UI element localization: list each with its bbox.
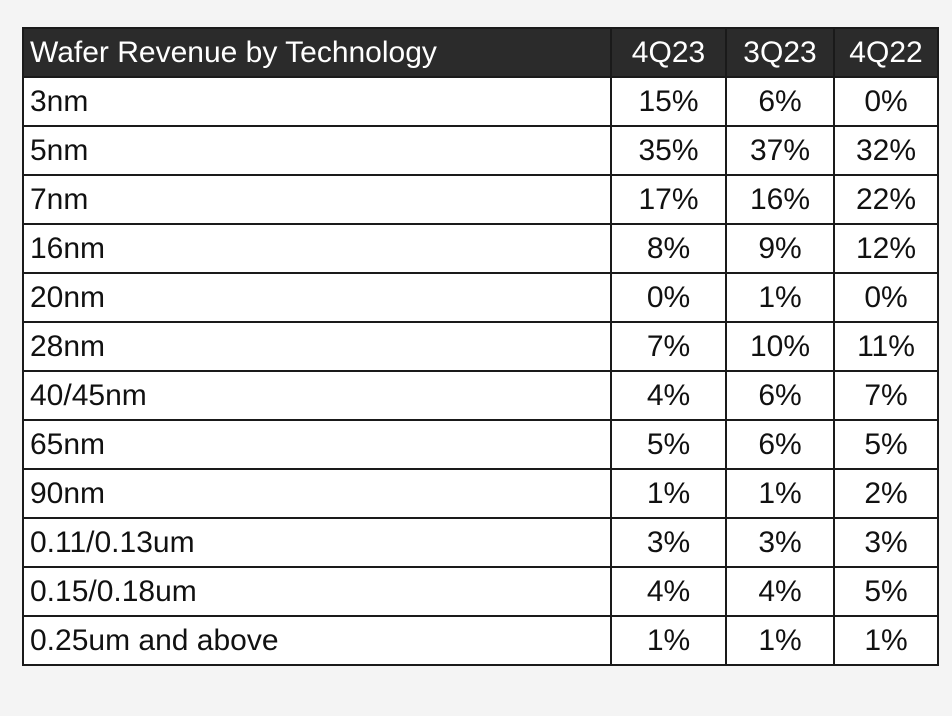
table-row: 20nm 0% 1% 0% [22,272,939,323]
table-row: 65nm 5% 6% 5% [22,419,939,470]
row-label: 7nm [22,174,612,225]
table-row: 16nm 8% 9% 12% [22,223,939,274]
column-header-3q23: 3Q23 [725,27,835,78]
table-row: 0.25um and above 1% 1% 1% [22,615,939,666]
row-label: 5nm [22,125,612,176]
table-row: 0.15/0.18um 4% 4% 5% [22,566,939,617]
table-title: Wafer Revenue by Technology [22,27,612,78]
cell-value: 12% [833,223,939,274]
table-row: 0.11/0.13um 3% 3% 3% [22,517,939,568]
cell-value: 6% [725,76,835,127]
cell-value: 8% [610,223,727,274]
cell-value: 0% [833,272,939,323]
cell-value: 3% [833,517,939,568]
cell-value: 16% [725,174,835,225]
cell-value: 37% [725,125,835,176]
table-row: 5nm 35% 37% 32% [22,125,939,176]
cell-value: 7% [610,321,727,372]
cell-value: 11% [833,321,939,372]
row-label: 0.11/0.13um [22,517,612,568]
table-header-row: Wafer Revenue by Technology 4Q23 3Q23 4Q… [22,27,939,78]
row-label: 0.25um and above [22,615,612,666]
cell-value: 6% [725,419,835,470]
cell-value: 1% [610,615,727,666]
table-row: 90nm 1% 1% 2% [22,468,939,519]
row-label: 16nm [22,223,612,274]
cell-value: 0% [610,272,727,323]
cell-value: 4% [725,566,835,617]
cell-value: 22% [833,174,939,225]
row-label: 0.15/0.18um [22,566,612,617]
cell-value: 32% [833,125,939,176]
cell-value: 5% [610,419,727,470]
cell-value: 17% [610,174,727,225]
cell-value: 35% [610,125,727,176]
row-label: 20nm [22,272,612,323]
column-header-4q22: 4Q22 [833,27,939,78]
cell-value: 5% [833,566,939,617]
cell-value: 1% [725,272,835,323]
cell-value: 3% [725,517,835,568]
wafer-revenue-table: Wafer Revenue by Technology 4Q23 3Q23 4Q… [22,27,939,666]
row-label: 3nm [22,76,612,127]
cell-value: 1% [833,615,939,666]
cell-value: 4% [610,370,727,421]
cell-value: 9% [725,223,835,274]
table-row: 40/45nm 4% 6% 7% [22,370,939,421]
cell-value: 2% [833,468,939,519]
cell-value: 7% [833,370,939,421]
row-label: 90nm [22,468,612,519]
cell-value: 1% [610,468,727,519]
cell-value: 0% [833,76,939,127]
row-label: 28nm [22,321,612,372]
row-label: 65nm [22,419,612,470]
cell-value: 1% [725,615,835,666]
cell-value: 4% [610,566,727,617]
row-label: 40/45nm [22,370,612,421]
cell-value: 1% [725,468,835,519]
column-header-4q23: 4Q23 [610,27,727,78]
table-row: 3nm 15% 6% 0% [22,76,939,127]
cell-value: 3% [610,517,727,568]
cell-value: 5% [833,419,939,470]
cell-value: 6% [725,370,835,421]
table-row: 7nm 17% 16% 22% [22,174,939,225]
cell-value: 10% [725,321,835,372]
cell-value: 15% [610,76,727,127]
table-row: 28nm 7% 10% 11% [22,321,939,372]
